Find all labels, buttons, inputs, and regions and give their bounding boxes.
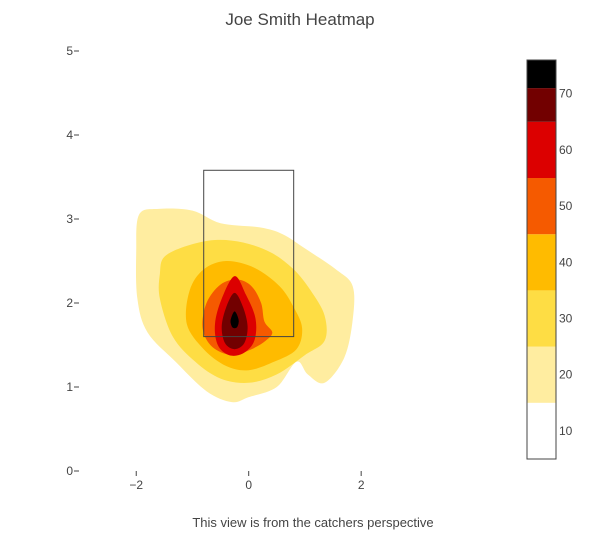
y-tick-label: 2	[66, 296, 73, 310]
y-tick-label: 1	[66, 380, 73, 394]
colorbar-tick-label: 30	[559, 312, 573, 326]
colorbar-tick-label: 60	[559, 143, 573, 157]
y-tick-label: 0	[66, 464, 73, 478]
heatmap-peak	[230, 315, 239, 328]
y-tick-label: 4	[66, 128, 73, 142]
y-tick-label: 5	[66, 44, 73, 58]
colorbar-band	[527, 346, 556, 403]
strike-zone	[203, 169, 295, 338]
colorbar-band	[527, 121, 556, 179]
chart-title: Joe Smith Heatmap	[225, 10, 374, 29]
colorbar-band	[527, 402, 556, 459]
colorbar-band	[527, 88, 556, 122]
y-axis: 0 1 2 3 4 5	[66, 44, 79, 478]
colorbar-border	[526, 59, 557, 460]
colorbar: 10 20 30 40 50 60 70	[526, 59, 573, 460]
perspective-annotation: This view is from the catchers perspecti…	[192, 515, 433, 530]
colorbar-band	[527, 178, 556, 235]
colorbar-tick-label: 50	[559, 199, 573, 213]
plot-area	[135, 169, 355, 403]
colorbar-tick-label: 40	[559, 255, 573, 269]
x-tick-label: −2	[129, 478, 143, 492]
x-tick-label: 0	[245, 478, 252, 492]
colorbar-band	[527, 234, 556, 291]
x-axis: −2 0 2	[129, 471, 365, 492]
colorbar-tick-label: 20	[559, 368, 573, 382]
colorbar-tick-label: 70	[559, 87, 573, 101]
colorbar-band	[527, 60, 556, 89]
colorbar-band	[527, 290, 556, 347]
colorbar-tick-label: 10	[559, 424, 573, 438]
y-tick-label: 3	[66, 212, 73, 226]
x-tick-label: 2	[358, 478, 365, 492]
